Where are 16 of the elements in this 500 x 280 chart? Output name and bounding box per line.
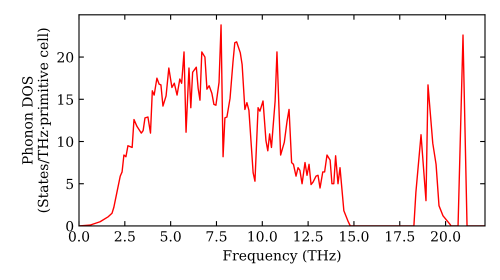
x-tick-label: 12.5 [294,231,323,242]
x-tick-label: 2.5 [114,231,135,242]
x-axis-title: Frequency (THz) [223,250,340,264]
y-tick-label: 0 [66,220,74,232]
y-tick-label: 20 [57,52,74,63]
x-tick-label: 20.0 [431,231,460,242]
y-tick-label: 5 [66,178,74,190]
y-axis-title: Phonon DOS (States/THz·primitive cell) [22,28,51,212]
x-tick-label: 15.0 [340,231,368,242]
x-tick-label: 0.0 [68,231,90,242]
x-tick-label: 7.5 [206,231,226,242]
x-tick-label: 17.5 [386,231,414,242]
x-tick-label: 10.0 [248,231,277,242]
x-tick-label: 5.0 [160,231,181,242]
y-tick-label: 10 [58,136,74,147]
y-tick-label: 15 [58,94,74,105]
